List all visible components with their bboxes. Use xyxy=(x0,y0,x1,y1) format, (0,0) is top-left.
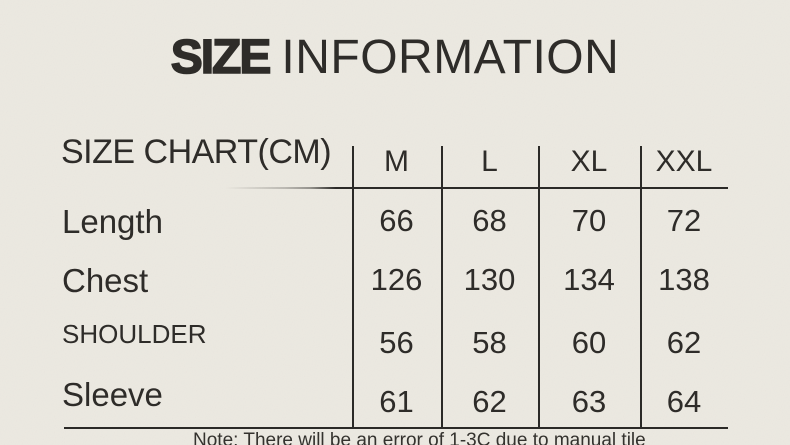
cell-length-l: 68 xyxy=(472,203,507,238)
cell-length-m: 66 xyxy=(379,203,414,238)
column-header-m: M xyxy=(384,145,409,178)
cell-chest-m: 126 xyxy=(370,262,423,297)
column-divider-4 xyxy=(640,146,642,428)
cell-sleeve-xl: 63 xyxy=(571,384,607,419)
cell-shoulder-l: 58 xyxy=(472,325,507,360)
column-divider-2 xyxy=(441,146,443,428)
cell-sleeve-m: 61 xyxy=(379,384,414,419)
cell-length-xxl: 72 xyxy=(666,203,702,238)
cell-shoulder-m: 56 xyxy=(379,325,414,360)
row-label-shoulder: SHOULDER xyxy=(62,319,207,349)
column-header-xl: XL xyxy=(570,145,608,178)
cell-chest-xxl: 138 xyxy=(658,262,710,297)
cell-shoulder-xl: 60 xyxy=(571,325,607,360)
column-divider-1 xyxy=(352,146,354,428)
column-divider-3 xyxy=(538,146,540,428)
header-underline xyxy=(225,187,728,189)
column-header-xxl: XXL xyxy=(655,145,713,178)
title-word-information: INFORMATION xyxy=(281,31,620,84)
page-title: SIZE INFORMATION xyxy=(0,31,790,84)
column-header-l: L xyxy=(481,145,498,178)
row-label-sleeve: Sleeve xyxy=(62,376,163,413)
cell-sleeve-xxl: 64 xyxy=(666,384,702,419)
cell-chest-xl: 134 xyxy=(563,262,615,297)
cell-chest-l: 130 xyxy=(463,262,516,297)
cell-length-xl: 70 xyxy=(571,203,607,238)
size-chart-caption: SIZE CHART(CM) xyxy=(61,133,332,171)
cell-shoulder-xxl: 62 xyxy=(666,325,702,360)
tolerance-note: Note: There will be an error of 1-3C due… xyxy=(193,430,646,445)
table-bottom-line xyxy=(64,427,728,429)
title-word-size: SIZE xyxy=(170,31,272,84)
row-label-length: Length xyxy=(62,203,163,240)
row-label-chest: Chest xyxy=(62,262,149,299)
cell-sleeve-l: 62 xyxy=(472,384,507,419)
